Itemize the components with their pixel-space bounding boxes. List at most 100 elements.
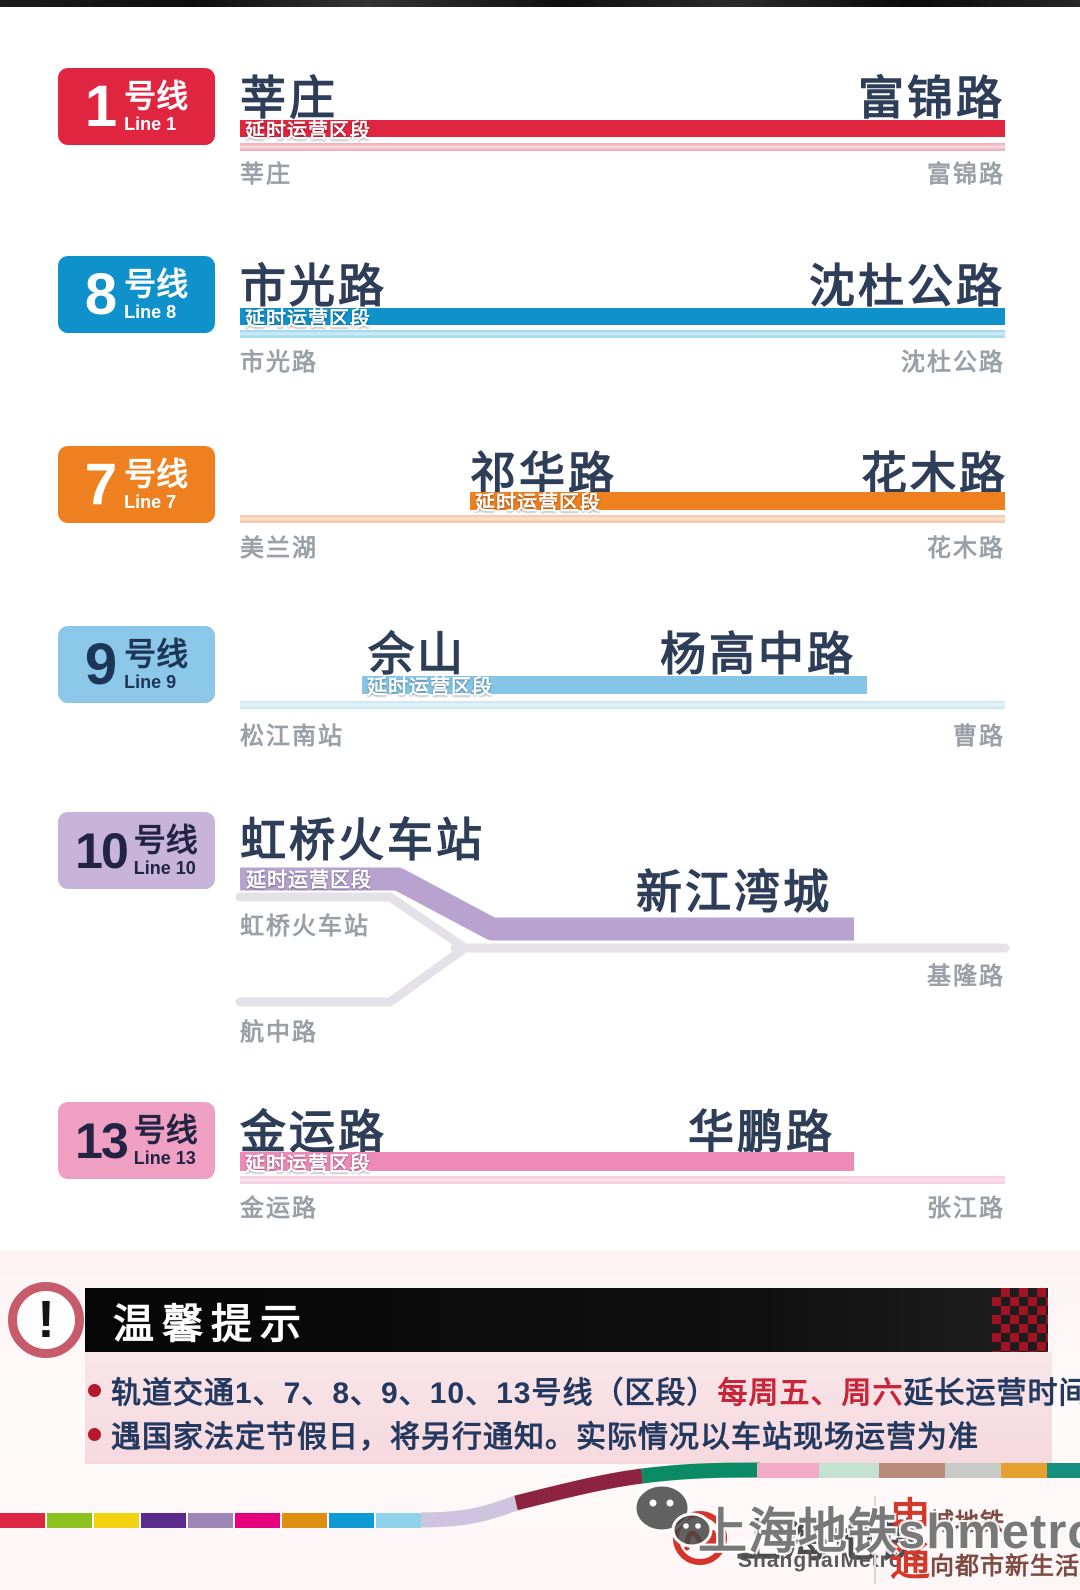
ext-from-station: 莘庄 — [240, 72, 338, 124]
ext-to-station: 富锦路 — [858, 72, 1005, 124]
line-english-label: Line 7 — [124, 492, 177, 512]
top-cropped-strip — [0, 0, 1080, 7]
ribbon-segment — [47, 1513, 92, 1528]
full-line-bar — [240, 143, 1005, 151]
line-number: 1 — [84, 73, 118, 139]
line10-branch-a-path — [235, 892, 467, 951]
line-english-label: Line 10 — [133, 858, 196, 878]
bullet-dot — [88, 1427, 101, 1441]
line-english-label: Line 1 — [124, 114, 177, 134]
ext-to-station: 沈杜公路 — [809, 260, 1005, 312]
terminus-to-label: 基隆路 — [927, 963, 1005, 990]
line-7-badge: 7 号线 Line 7 — [58, 446, 215, 523]
ext-from-station: 市光路 — [240, 260, 387, 312]
line-10-branch-diagram — [235, 867, 1010, 1007]
extended-section-bar: 延时运营区段 — [362, 676, 867, 699]
ribbon-segment — [0, 1513, 45, 1528]
ribbon-segment — [879, 1463, 945, 1478]
line-suffix: 号线 — [133, 822, 198, 858]
extended-section-tag: 延时运营区段 — [245, 1153, 371, 1175]
line-8-badge: 8 号线 Line 8 — [58, 256, 215, 333]
bullet-1-text-2: 延长运营时间 — [903, 1377, 1080, 1410]
ribbon-segment — [94, 1513, 139, 1528]
bullet-dot — [88, 1383, 101, 1397]
line-13-badge: 13 号线 Line 13 — [58, 1102, 215, 1179]
ext-to-station: 新江湾城 — [636, 866, 832, 918]
terminus-from-label: 市光路 — [240, 349, 318, 376]
line-suffix: 号线 — [124, 266, 189, 302]
line-suffix: 号线 — [124, 636, 189, 672]
terminus-from-label: 美兰湖 — [240, 535, 318, 562]
line10-branch-b-path — [235, 945, 467, 1007]
extended-section-bar: 延时运营区段 — [240, 1152, 854, 1175]
line-1-badge: 1 号线 Line 1 — [58, 68, 215, 145]
notice-panel — [85, 1352, 1052, 1464]
slogan-big-char-1: 申 — [890, 1496, 930, 1540]
line-suffix: 号线 — [124, 78, 189, 114]
ext-to-station: 华鹏路 — [688, 1106, 835, 1158]
line10-extended-path — [240, 867, 854, 941]
notice-title-bar: 温馨提示 — [85, 1288, 1048, 1352]
notice-bullet-2: 遇国家法定节假日，将另行通知。实际情况以车站现场运营为准 — [88, 1412, 979, 1456]
full-line-bar — [240, 1176, 1005, 1184]
ext-from-station: 虹桥火车站 — [240, 814, 485, 866]
bullet-1-highlight: 每周五、周六 — [717, 1377, 904, 1410]
ext-from-station: 金运路 — [240, 1106, 387, 1158]
ribbon-bottom — [0, 1513, 421, 1528]
ext-to-station: 花木路 — [861, 448, 1008, 500]
branch-a-terminus-label: 虹桥火车站 — [240, 913, 370, 940]
ribbon-segment — [329, 1513, 374, 1528]
extended-section-tag: 延时运营区段 — [245, 308, 371, 330]
checker-pattern — [992, 1288, 1048, 1352]
brand-subtitle: ShanghaiMetro — [738, 1549, 903, 1572]
line-number: 7 — [84, 451, 118, 517]
ext-from-station: 祁华路 — [470, 448, 617, 500]
terminus-to-label: 沈杜公路 — [901, 349, 1005, 376]
ribbon-curve-lavender — [420, 1495, 519, 1528]
extended-section-bar: 延时运营区段 — [470, 492, 1005, 515]
ribbon-curve-maroon — [514, 1468, 643, 1511]
ribbon-segment — [376, 1513, 421, 1528]
terminus-from-label: 金运路 — [240, 1195, 318, 1222]
slogan-big-char-2: 通 — [890, 1540, 930, 1584]
ribbon-segment — [188, 1513, 233, 1528]
wechat-icon — [633, 1483, 713, 1548]
footer-slogan: 申 城地铁 通 向都市新生活 — [890, 1498, 1080, 1586]
extended-section-tag: 延时运营区段 — [246, 869, 372, 892]
ribbon-segment — [141, 1513, 186, 1528]
slogan-rest-1: 城地铁 — [930, 1509, 1005, 1536]
ribbon-curve-teal — [641, 1462, 761, 1484]
ribbon-curve — [420, 1462, 761, 1528]
line-number: 8 — [84, 261, 118, 327]
line-number: 10 — [75, 822, 129, 879]
line-suffix: 号线 — [133, 1112, 198, 1148]
line-english-label: Line 9 — [124, 672, 177, 692]
ribbon-segment — [1047, 1463, 1080, 1478]
terminus-from-label: 松江南站 — [240, 723, 344, 750]
ribbon-segment — [945, 1463, 1001, 1478]
ribbon-segment — [1001, 1463, 1047, 1478]
line-english-label: Line 13 — [133, 1148, 196, 1168]
ribbon-segment — [757, 1463, 819, 1478]
line-10-badge: 10 号线 Line 10 — [58, 812, 215, 889]
extended-section-bar: 延时运营区段 — [240, 120, 1005, 142]
extended-section-bar: 延时运营区段 — [240, 308, 1005, 330]
alert-exclamation-icon: ! — [8, 1282, 84, 1358]
bullet-1-text: 轨道交通1、7、8、9、10、13号线（区段） — [111, 1377, 718, 1410]
line-suffix: 号线 — [124, 456, 189, 492]
ribbon-top — [757, 1463, 1080, 1478]
ext-from-station: 佘山 — [368, 628, 466, 680]
full-line-bar — [240, 515, 1005, 523]
line-english-label: Line 8 — [124, 302, 177, 322]
full-line-bar — [240, 701, 1005, 709]
notice-bullet-1: 轨道交通1、7、8、9、10、13号线（区段） 每周五、周六 延长运营时间 。 — [88, 1368, 1080, 1412]
ext-to-station: 杨高中路 — [660, 628, 856, 680]
extended-section-tag: 延时运营区段 — [367, 676, 493, 699]
terminus-to-label: 花木路 — [927, 535, 1005, 562]
notice-title: 温馨提示 — [113, 1301, 309, 1347]
full-line-bar — [240, 330, 1005, 338]
ribbon-segment — [235, 1513, 280, 1528]
extended-section-tag: 延时运营区段 — [475, 492, 601, 515]
terminus-to-label: 曹路 — [953, 723, 1005, 750]
